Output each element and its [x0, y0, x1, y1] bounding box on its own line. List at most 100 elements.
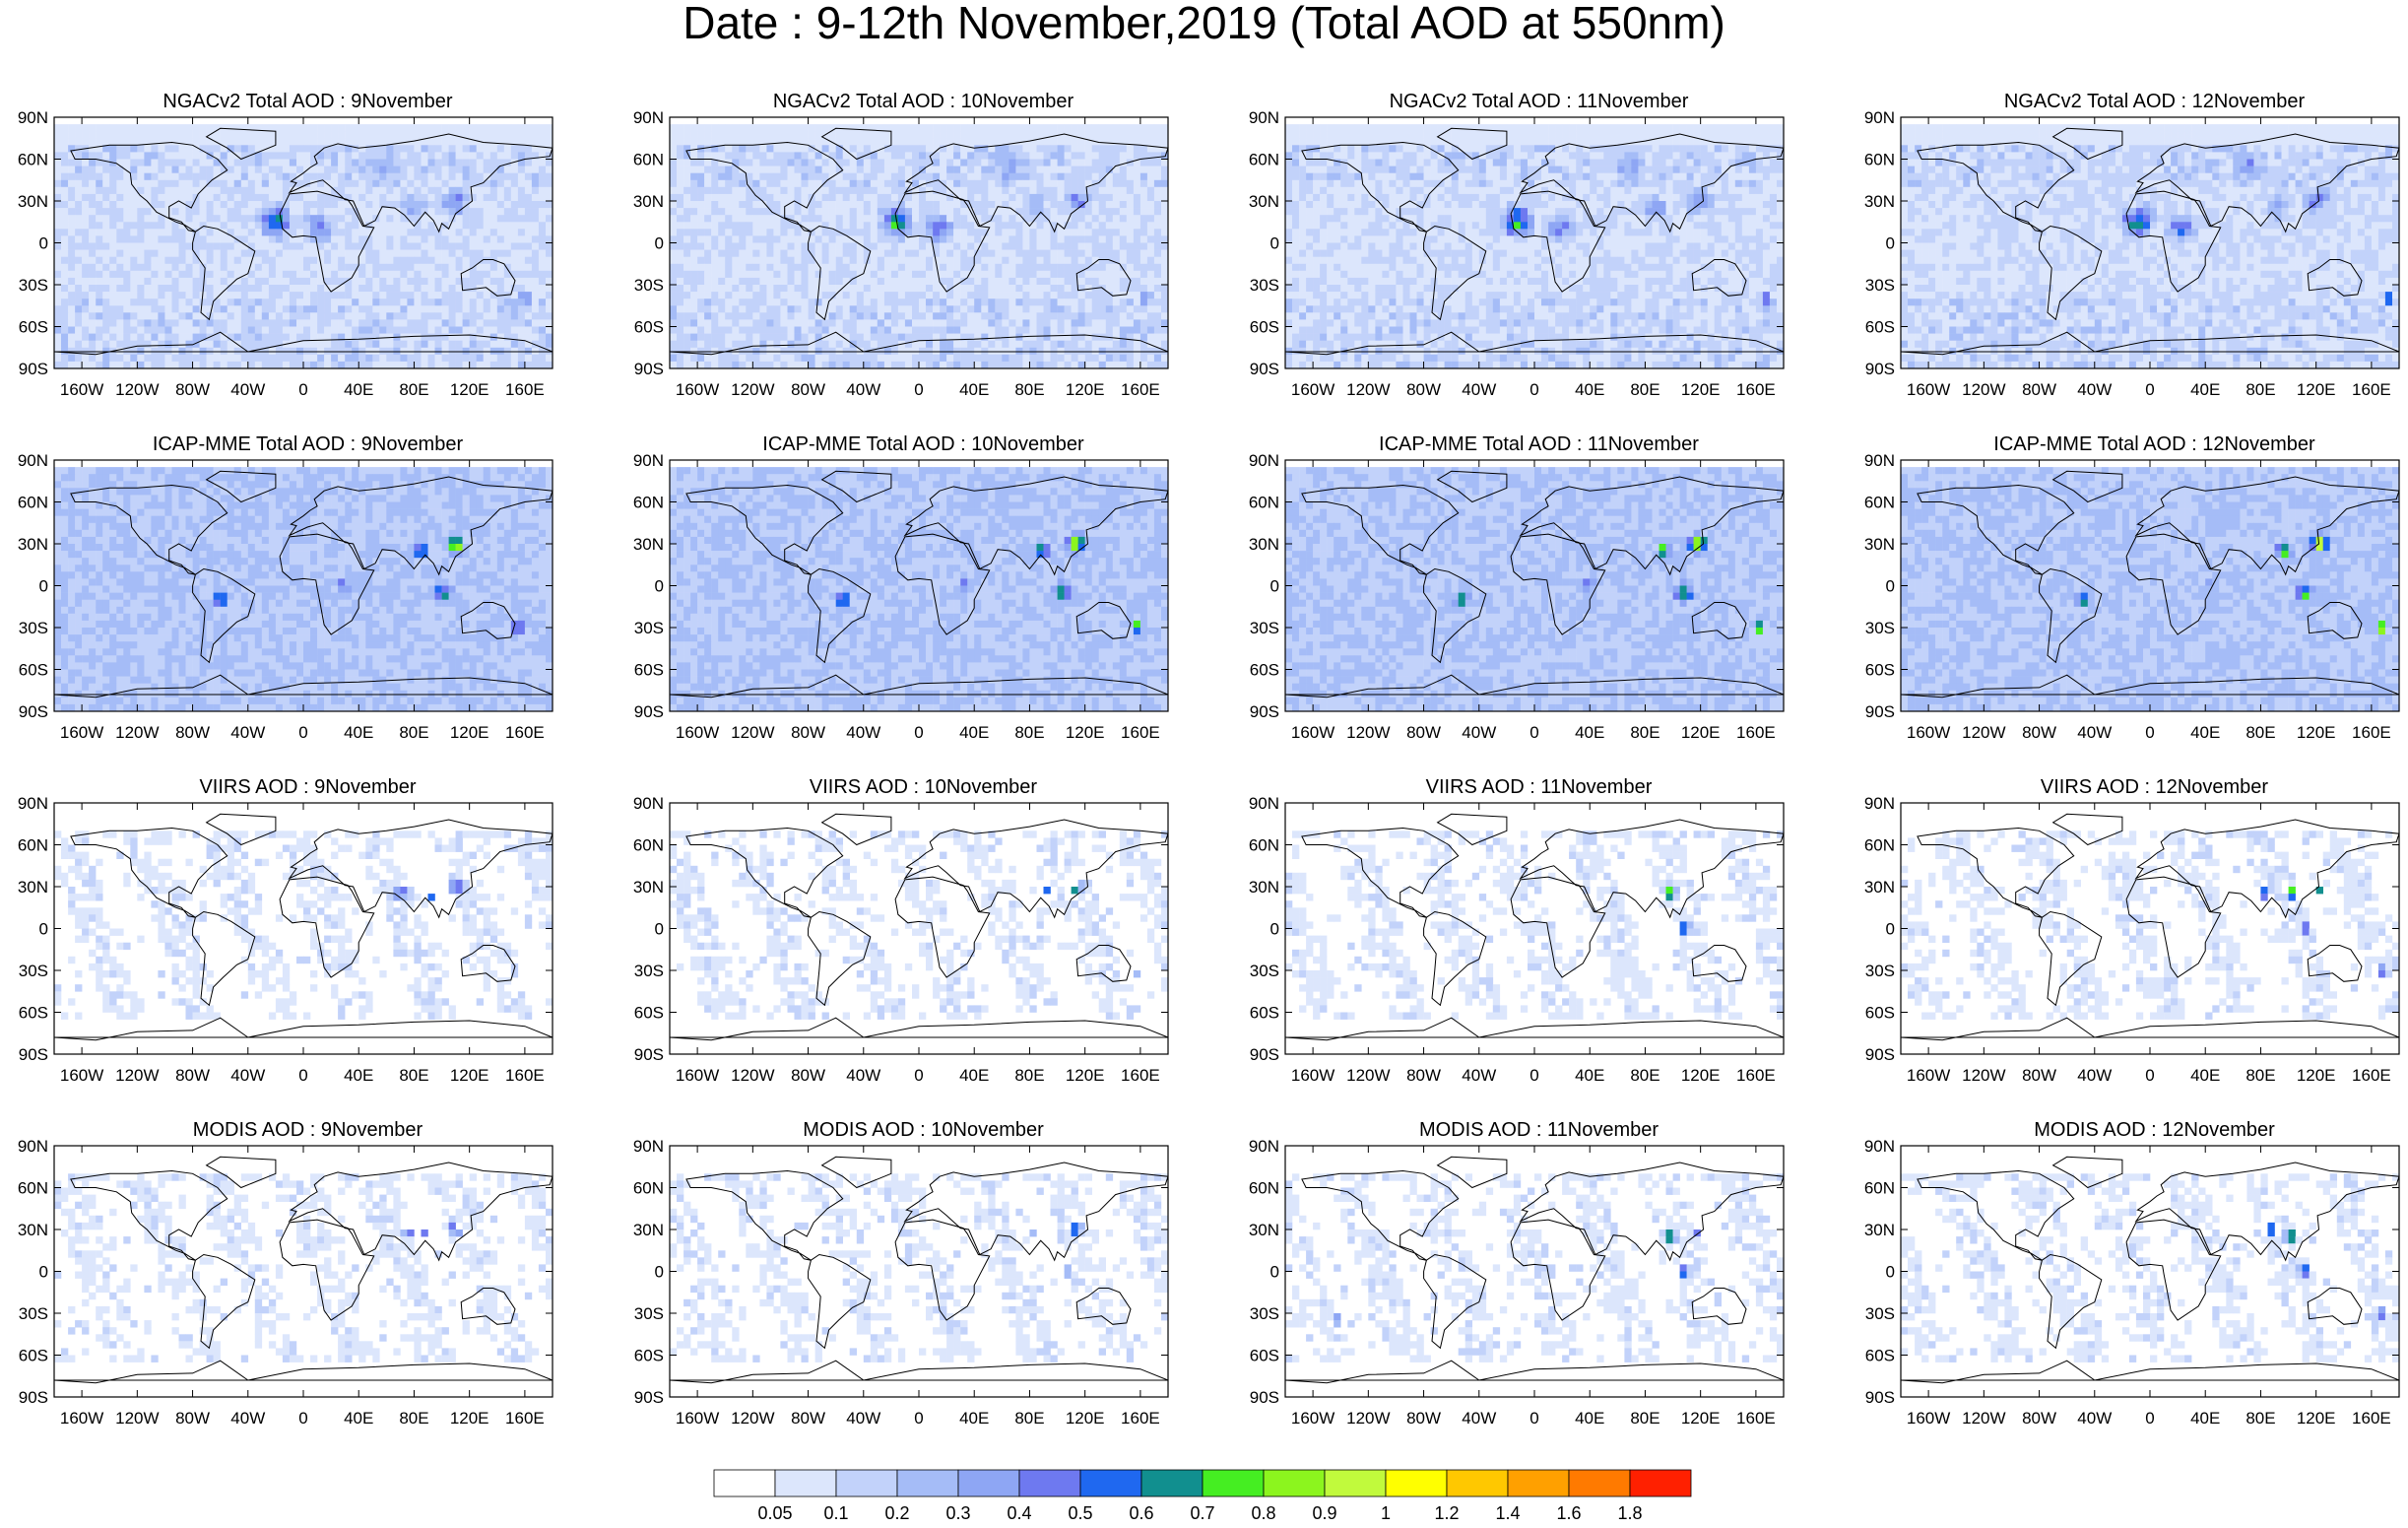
aod-cell [435, 160, 442, 166]
aod-cell [283, 243, 290, 250]
aod-cell [795, 235, 802, 242]
aod-cell [179, 166, 186, 173]
aod-cell [1099, 341, 1106, 348]
aod-cell [255, 271, 262, 278]
aod-cell [442, 341, 449, 348]
aod-cell [953, 124, 960, 131]
aod-cell [1037, 124, 1044, 131]
aod-cell [1058, 334, 1065, 341]
aod-cell [372, 201, 379, 208]
aod-cell [1113, 180, 1120, 187]
aod-cell [164, 145, 171, 152]
aod-cell [871, 341, 878, 348]
aod-cell [456, 160, 463, 166]
aod-cell [109, 215, 116, 222]
aod-cell [1140, 257, 1147, 264]
aod-cell [186, 285, 193, 292]
aod-cell [677, 257, 683, 264]
aod-cell [683, 327, 690, 334]
aod-cell [109, 292, 116, 299]
aod-cell [345, 235, 352, 242]
aod-cell [228, 362, 234, 368]
aod-cell [477, 341, 484, 348]
aod-cell [759, 208, 766, 215]
aod-cell [82, 299, 89, 305]
aod-cell [372, 124, 379, 131]
aod-cell [269, 160, 276, 166]
aod-cell [193, 264, 200, 271]
aod-cell [490, 145, 497, 152]
aod-cell [130, 229, 137, 235]
aod-cell [290, 362, 296, 368]
aod-cell [200, 215, 207, 222]
aod-cell [1085, 194, 1092, 201]
aod-cell [891, 201, 898, 208]
aod-cell [116, 305, 123, 312]
aod-cell [884, 312, 891, 319]
aod-cell [54, 145, 61, 152]
aod-cell [241, 312, 248, 319]
aod-cell [338, 362, 345, 368]
aod-cell [788, 355, 795, 362]
aod-cell [428, 145, 435, 152]
aod-cell [358, 334, 365, 341]
aod-cell [1044, 180, 1051, 187]
aod-cell [525, 319, 532, 326]
aod-cell [207, 319, 214, 326]
aod-cell [89, 145, 96, 152]
aod-cell [525, 362, 532, 368]
aod-cell [435, 292, 442, 299]
aod-cell [414, 194, 421, 201]
aod-cell [386, 152, 393, 159]
aod-cell [393, 145, 400, 152]
aod-cell [89, 173, 96, 180]
aod-cell [1085, 145, 1092, 152]
aod-cell [850, 334, 857, 341]
aod-cell [442, 124, 449, 131]
aod-cell [310, 215, 317, 222]
aod-cell [711, 222, 718, 229]
aod-cell [532, 278, 539, 285]
aod-cell [988, 305, 995, 312]
aod-cell [732, 243, 739, 250]
aod-cell [802, 299, 809, 305]
aod-cell [1029, 292, 1036, 299]
aod-cell [1154, 160, 1161, 166]
aod-cell [822, 285, 829, 292]
aod-cell [752, 243, 759, 250]
aod-cell [843, 312, 850, 319]
aod-cell [276, 327, 283, 334]
aod-cell [677, 160, 683, 166]
aod-cell [379, 312, 386, 319]
aod-cell [158, 319, 164, 326]
aod-cell [683, 194, 690, 201]
aod-cell [470, 208, 477, 215]
aod-cell [546, 208, 553, 215]
aod-cell [1134, 222, 1140, 229]
aod-cell [490, 327, 497, 334]
aod-cell [919, 257, 926, 264]
aod-cell [898, 305, 905, 312]
aod-cell [967, 229, 974, 235]
aod-cell [164, 152, 171, 159]
aod-cell [290, 131, 296, 138]
aod-cell [463, 235, 470, 242]
aod-cell [484, 187, 490, 194]
aod-cell [1058, 180, 1065, 187]
aod-cell [1113, 215, 1120, 222]
aod-cell [871, 235, 878, 242]
aod-cell [1134, 264, 1140, 271]
aod-cell [248, 305, 255, 312]
aod-cell [172, 278, 179, 285]
aod-cell [1120, 124, 1127, 131]
aod-cell [836, 131, 843, 138]
aod-cell [995, 138, 1002, 145]
aod-cell [525, 160, 532, 166]
aod-cell [912, 312, 919, 319]
aod-cell [352, 243, 358, 250]
aod-cell [456, 243, 463, 250]
aod-cell [905, 250, 912, 257]
aod-cell [144, 215, 151, 222]
aod-cell [241, 250, 248, 257]
aod-cell [241, 138, 248, 145]
